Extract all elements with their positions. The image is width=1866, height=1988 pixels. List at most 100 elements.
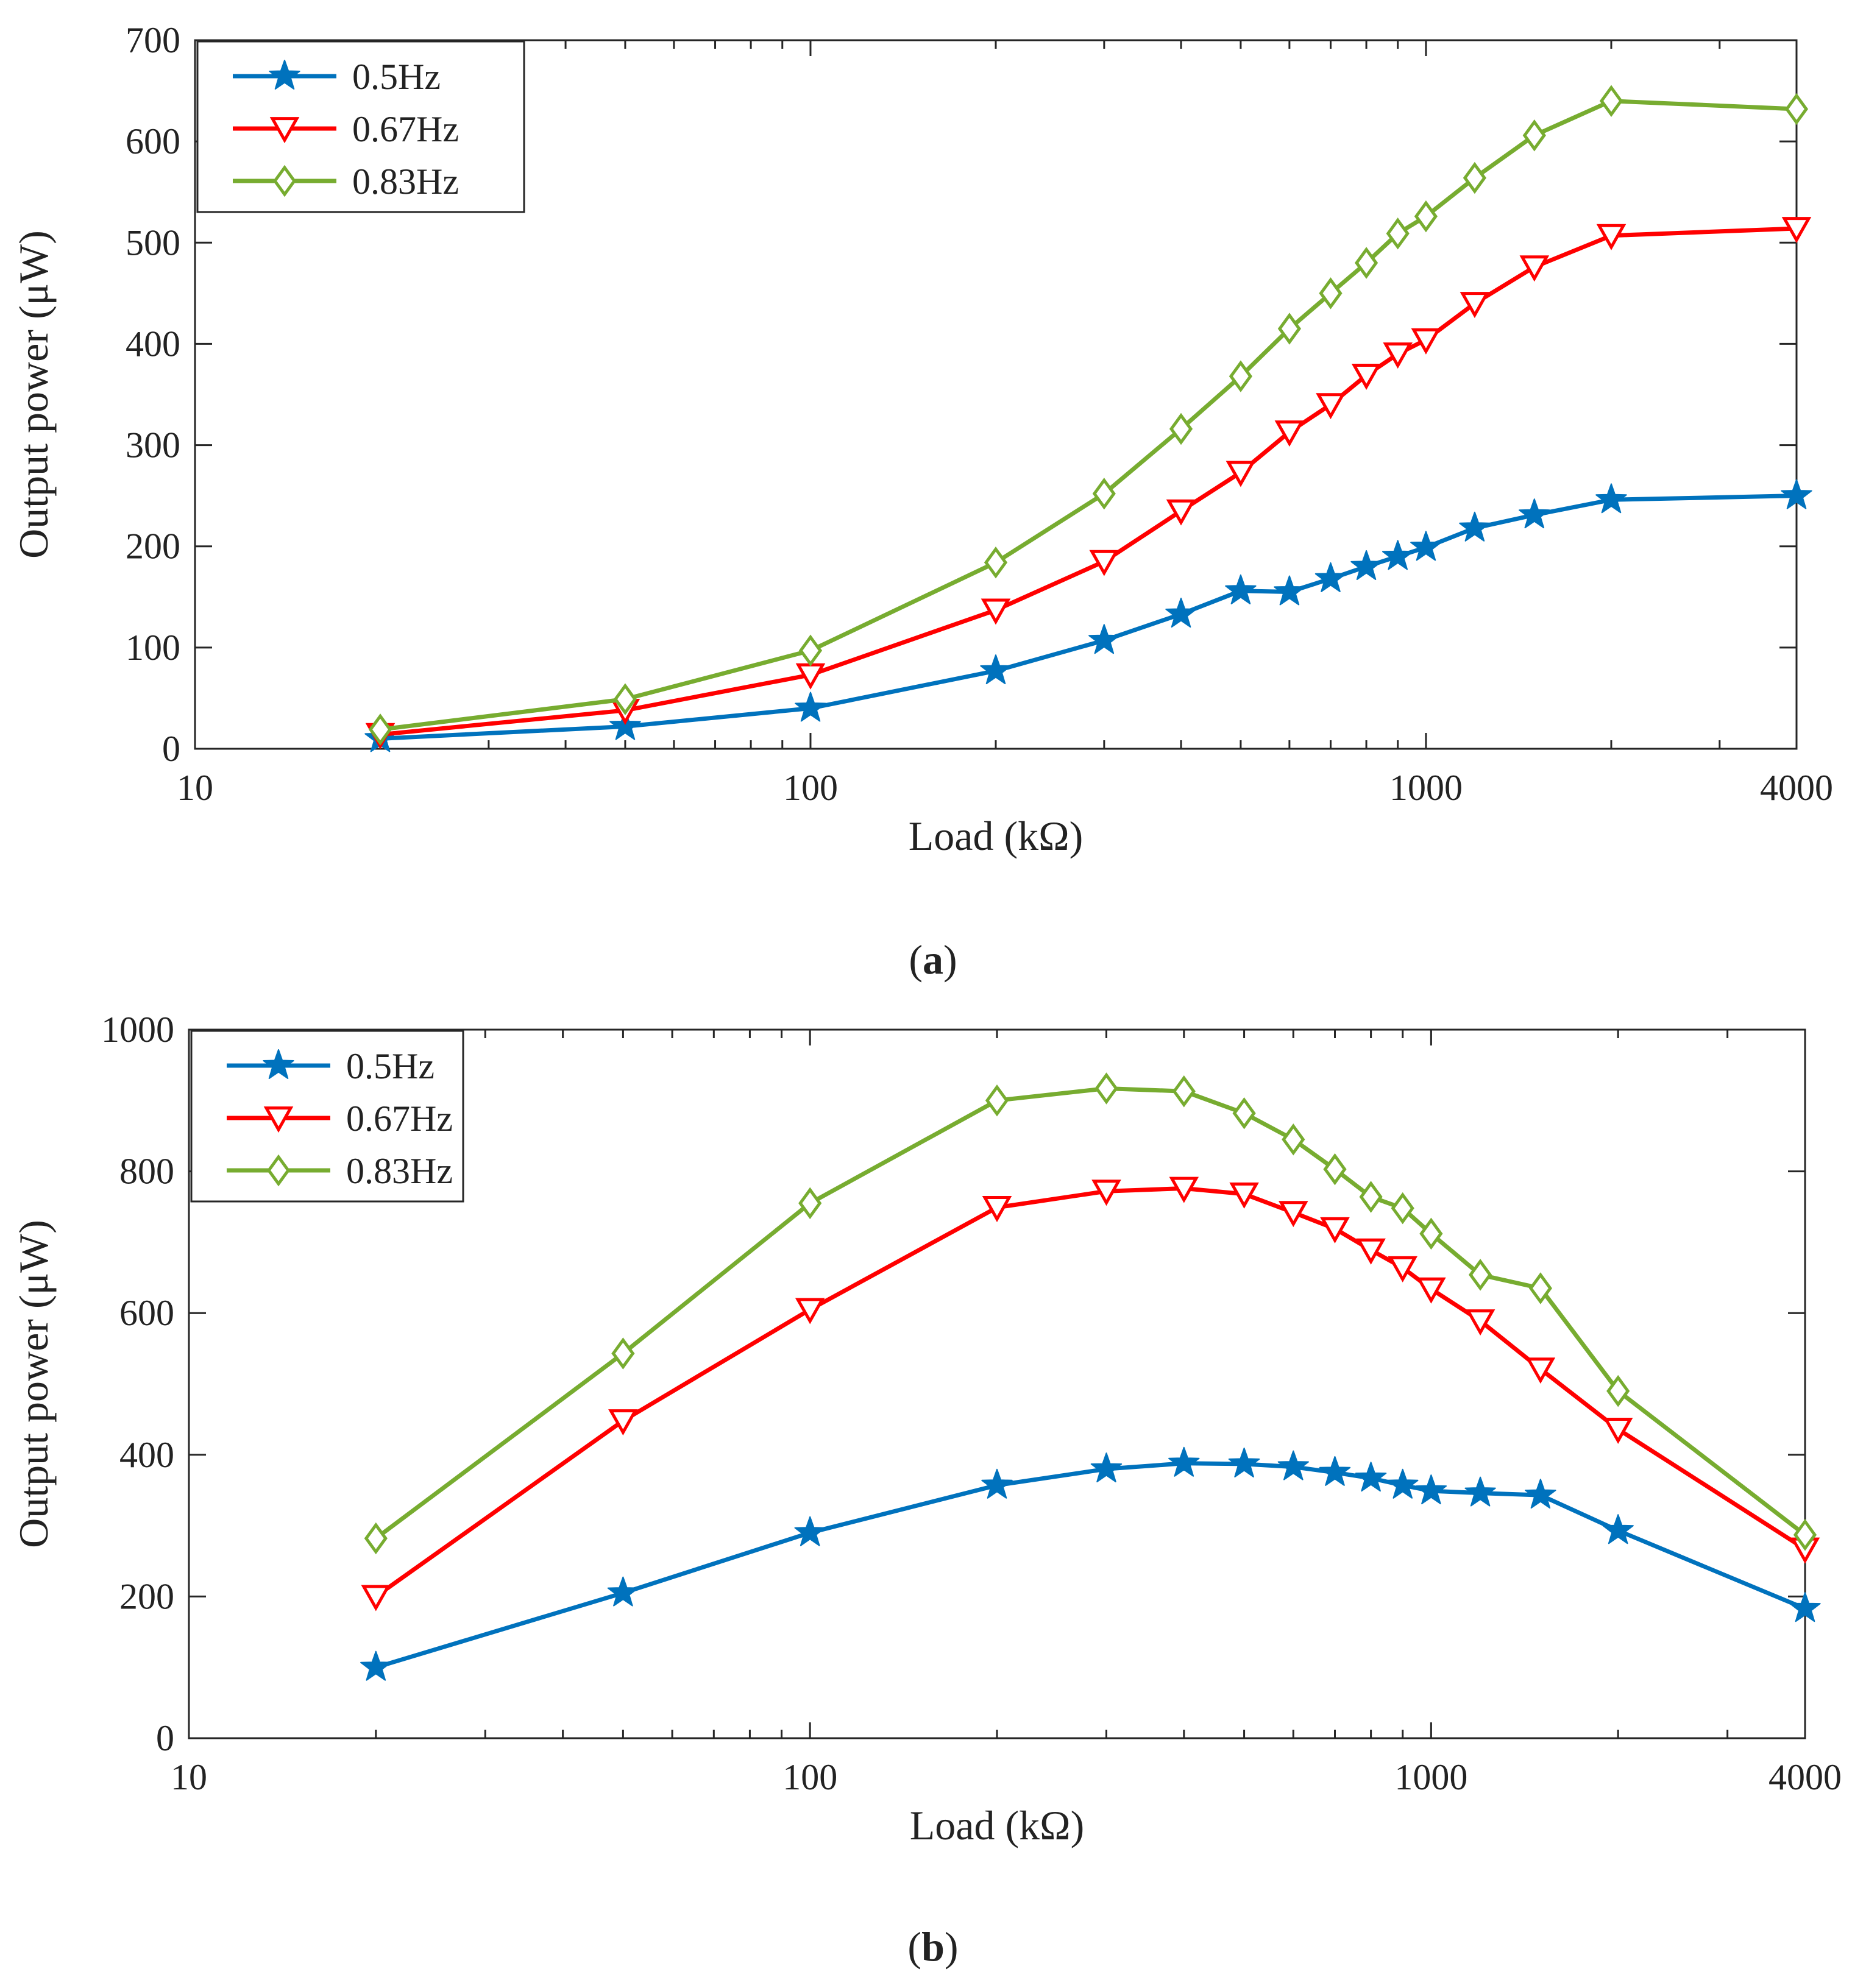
panel-b-data-point (795, 1298, 825, 1325)
panel-a-data-point (1519, 255, 1550, 282)
panel-b-data-point (1606, 1374, 1630, 1407)
panel-a-data-point (1522, 119, 1546, 152)
panel-a-x-tick-label: 10 (177, 768, 213, 808)
panel-a-data-point (1599, 85, 1623, 117)
panel-a-data-point (1595, 483, 1627, 514)
panel-b-data-point (1415, 1474, 1447, 1505)
panel-a-data-point (798, 634, 823, 667)
panel-b-data-point (360, 1650, 392, 1681)
panel-a-data-point (1165, 598, 1197, 628)
panel-a-data-point (984, 547, 1008, 579)
panel-a-data-point (1316, 393, 1346, 420)
panel-a-y-tick-label: 500 (126, 222, 180, 263)
panel-a-legend-marker (272, 164, 297, 197)
panel-b-data-point (361, 1585, 391, 1611)
panel-b-data-point (794, 1516, 826, 1546)
panel-a-legend-marker (269, 60, 300, 90)
panel-b-data-point (1416, 1277, 1446, 1304)
panel-b-legend-label: 0.5Hz (346, 1046, 435, 1086)
panel-b-data-point (1168, 1446, 1200, 1477)
panel-a-data-point (1355, 247, 1378, 279)
panel-a-data-point (1383, 342, 1413, 369)
panel-a-y-tick-label: 600 (126, 121, 180, 161)
panel-b-data-point (1282, 1123, 1305, 1156)
panel-b-series-line (374, 1186, 1806, 1599)
panel-a-data-point (1411, 328, 1441, 355)
panel-a-data-point (1314, 562, 1347, 592)
panel-b-data-point (1469, 1259, 1492, 1291)
panel-b-x-tick-label: 1000 (1394, 1757, 1467, 1797)
panel-b-data-point (608, 1409, 638, 1436)
panel-b-caption-letter: b (921, 1923, 945, 1970)
panel-b-legend: 0.5Hz 0.67Hz 0.83Hz (190, 1030, 464, 1203)
panel-b-series-line (375, 1461, 1806, 1670)
panel-b-data-point (611, 1337, 635, 1370)
panel-a-data-point (1229, 360, 1252, 392)
panel-b-series-line (374, 1086, 1807, 1540)
panel-a-series-line (380, 493, 1797, 741)
panel-a-data-point (1781, 217, 1812, 244)
panel-a-data-point (1459, 511, 1491, 542)
panel-b-legend-marker (266, 1154, 291, 1187)
panel-b-data-point (1602, 1514, 1634, 1544)
panel-b-data-point (1525, 1479, 1556, 1509)
panel-a-data-point (1382, 540, 1414, 570)
panel-a-data-point (795, 692, 826, 722)
panel-a-y-axis-title: Output power (μW) (10, 230, 57, 559)
panel-a-legend-marker (269, 117, 300, 144)
panel-a-data-point (1460, 292, 1490, 319)
panel-b-data-point (1464, 1476, 1496, 1507)
panel-b-data-point (798, 1187, 822, 1220)
panel-a-data-point (368, 713, 392, 746)
chart-panel-b: 10 100 1000 4000 0 200 400 600 800 1000 Load (kΩ) O… (10, 1010, 1842, 1970)
panel-a-data-point (1169, 412, 1193, 445)
panel-a-data-point (1781, 479, 1812, 509)
panel-a-series-line (380, 226, 1797, 737)
panel-b-data-point (1359, 1181, 1383, 1213)
panel-a-y-tick-label: 100 (126, 628, 180, 668)
panel-b-legend-label: 0.67Hz (346, 1098, 453, 1139)
panel-b-data-point (1229, 1182, 1259, 1209)
panel-b-data-point (1323, 1153, 1347, 1186)
panel-a-x-tick-label: 100 (783, 768, 838, 808)
panel-b-data-point (1525, 1357, 1556, 1384)
panel-a-data-point (1410, 531, 1442, 561)
panel-a-data-point (981, 598, 1011, 625)
panel-b-y-tick-label: 1000 (101, 1010, 174, 1050)
panel-b-data-point (1355, 1462, 1387, 1492)
panel-b-data-point (985, 1084, 1009, 1117)
panel-a-legend-label: 0.83Hz (352, 161, 459, 202)
panel-a-x-tick-label: 4000 (1760, 768, 1833, 808)
panel-a-data-point (980, 654, 1012, 685)
panel-b-legend-marker (263, 1106, 294, 1133)
panel-b-legend-marker (263, 1049, 294, 1079)
panel-a-data-point (1350, 550, 1382, 580)
panel-a-data-point (1386, 218, 1410, 250)
panel-a-data-point (1351, 364, 1382, 390)
panel-a-data-point (1089, 550, 1119, 576)
panel-b-x-axis-title: Load (kΩ) (910, 1802, 1085, 1848)
panel-a-y-tick-label: 700 (126, 20, 180, 60)
panel-a-data-point (1088, 624, 1120, 654)
panel-b-y-tick-label: 200 (119, 1576, 174, 1616)
panel-a-legend: 0.5Hz 0.67Hz 0.83Hz (196, 40, 525, 213)
panel-b-x-tick-label: 4000 (1768, 1757, 1842, 1797)
panel-b-data-point (1320, 1217, 1350, 1243)
panel-b-y-tick-label: 400 (119, 1435, 174, 1475)
panel-a-data-point (1277, 313, 1301, 345)
panel-b-series-0.83Hz (364, 1072, 1817, 1555)
panel-b-data-point (1091, 1180, 1121, 1206)
panel-a-data-point (1784, 93, 1809, 126)
chart-panel-a: 10 100 1000 4000 0 100 200 300 400 500 600 700 Load … (10, 20, 1833, 983)
panel-a-series-0.5Hz (364, 479, 1812, 752)
panel-a-y-tick-label: 200 (126, 526, 180, 567)
panel-b-data-point (1528, 1272, 1552, 1304)
panel-b-data-point (1356, 1238, 1386, 1265)
panel-a-legend-label: 0.67Hz (352, 109, 459, 149)
panel-a-data-point (1274, 420, 1305, 447)
panel-b-data-point (1789, 1592, 1821, 1622)
panel-b-data-point (1387, 1468, 1419, 1499)
panel-b-data-point (1388, 1256, 1417, 1282)
panel-b-y-tick-label: 600 (119, 1293, 174, 1333)
